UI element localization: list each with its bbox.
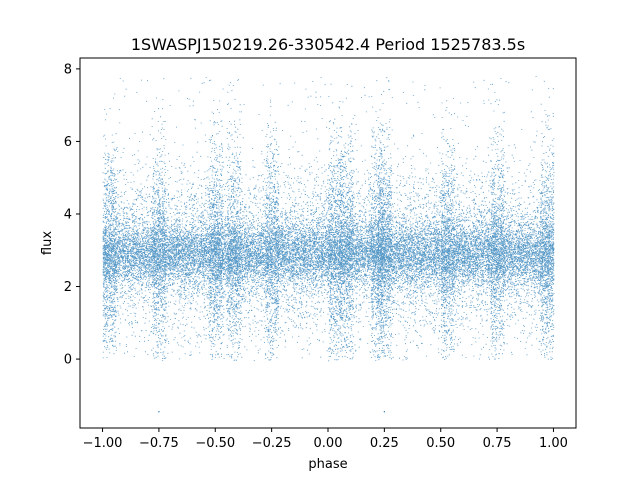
y-tick-label: 0 (64, 353, 72, 368)
x-axis-ticks: −1.00 −0.75 −0.50 −0.25 0.00 0.25 0.50 0.75 1.00 (83, 428, 568, 451)
x-tick-label: 0.25 (370, 436, 399, 451)
x-tick-label: −0.50 (195, 436, 235, 451)
chart-title: 1SWASPJ150219.26-330542.4 Period 1525783… (131, 35, 525, 54)
x-axis-label: phase (308, 457, 347, 472)
y-tick-label: 8 (64, 62, 72, 77)
y-tick-label: 2 (64, 280, 72, 295)
data-point-cloud (102, 76, 555, 362)
y-axis-ticks: 0 2 4 6 8 (64, 62, 80, 368)
x-tick-label: −1.00 (83, 436, 123, 451)
x-tick-label: 0.50 (426, 436, 455, 451)
x-tick-label: −0.75 (139, 436, 179, 451)
scatter-points (102, 76, 555, 413)
x-tick-label: 0.00 (314, 436, 343, 451)
outlier-point (383, 411, 385, 413)
x-tick-label: 1.00 (539, 436, 568, 451)
y-tick-label: 4 (64, 207, 72, 222)
y-tick-label: 6 (64, 135, 72, 150)
y-axis-label: flux (40, 231, 55, 255)
x-tick-label: 0.75 (483, 436, 512, 451)
outlier-point (158, 411, 160, 413)
x-tick-label: −0.25 (252, 436, 292, 451)
